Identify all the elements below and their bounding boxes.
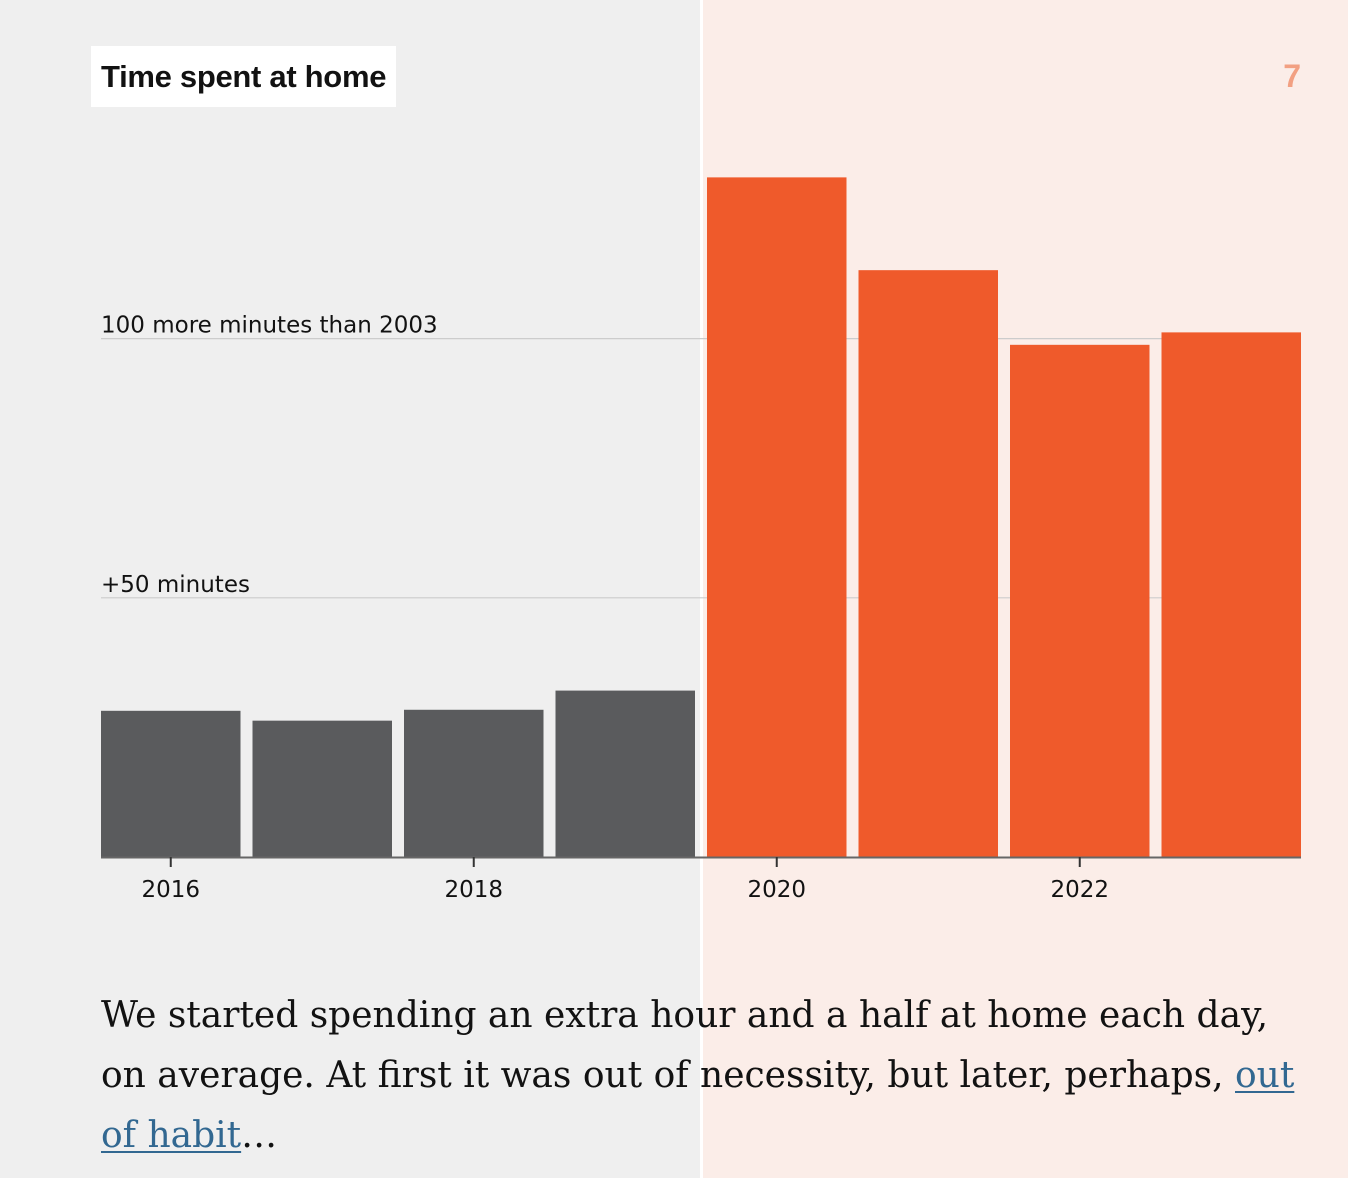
gridline-label-100: 100 more minutes than 2003	[101, 313, 438, 339]
step-number: 7	[1283, 58, 1301, 94]
bar-2019	[555, 690, 695, 857]
caption-text: We started spending an extra hour and a …	[101, 986, 1311, 1166]
x-tick-label-2022: 2022	[1050, 877, 1109, 903]
chart-title-box: Time spent at home	[91, 46, 397, 107]
bar-2017	[252, 720, 392, 857]
chart-title: Time spent at home	[101, 58, 387, 94]
bar-2016	[101, 710, 241, 857]
pre-pandemic-panel	[0, 0, 700, 1178]
x-tick-label-2016: 2016	[141, 877, 200, 903]
bar-2020	[707, 177, 847, 858]
bar-chart: +50 minutes 100 more minutes than 2003 201…	[101, 177, 1301, 903]
panel-divider	[700, 0, 703, 1178]
bar-2022	[1010, 344, 1150, 857]
gridline-label-50: +50 minutes	[101, 572, 250, 598]
caption-text-before-link: We started spending an extra hour and a …	[101, 995, 1269, 1096]
bar-2023	[1161, 332, 1301, 857]
bar-2018	[404, 709, 544, 857]
out-of-habit-link[interactable]: out of habit	[101, 1055, 1295, 1156]
caption-text-after-link: …	[241, 1115, 278, 1156]
x-tick-label-2020: 2020	[747, 877, 806, 903]
x-tick-label-2018: 2018	[444, 877, 503, 903]
bar-2021	[858, 270, 998, 857]
